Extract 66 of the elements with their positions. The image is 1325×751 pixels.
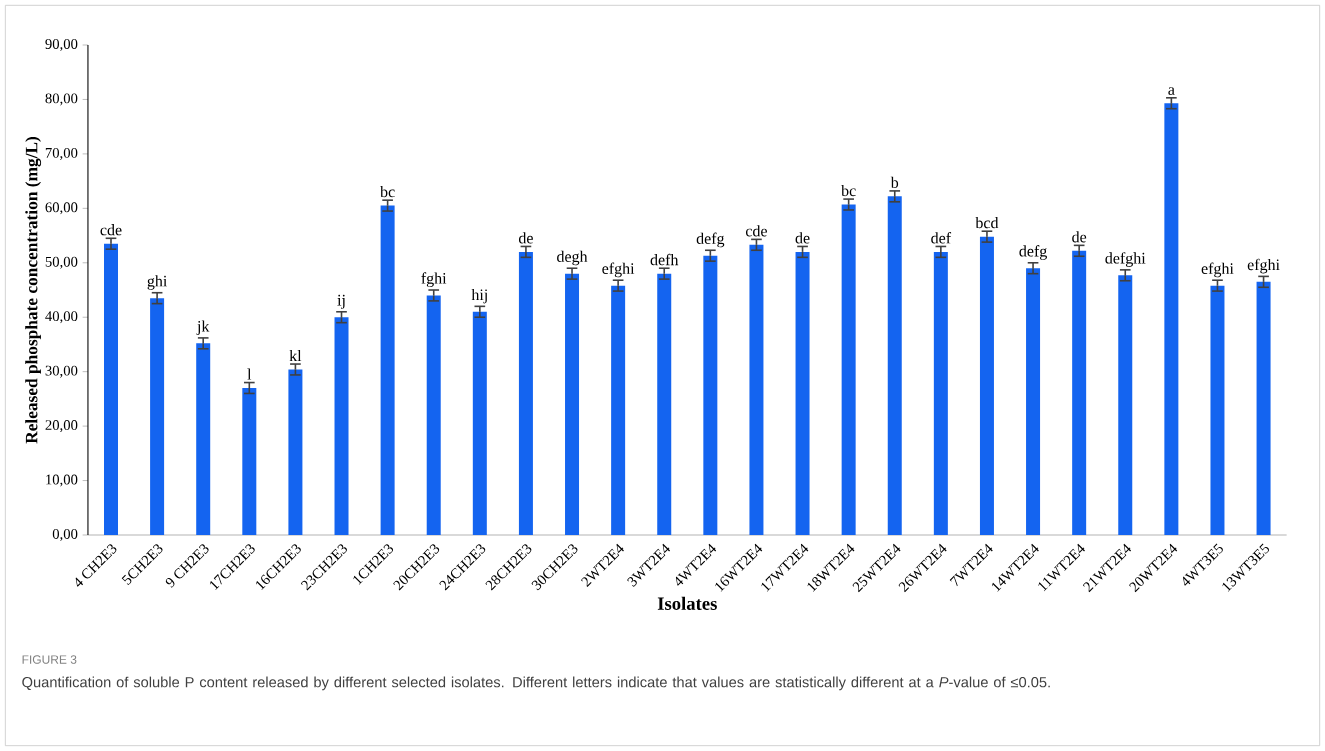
- y-tick-label: 10,00: [46, 474, 78, 487]
- annotation: defg: [696, 232, 725, 248]
- y-tick-label: 0,00: [52, 529, 78, 542]
- x-axis-title: Isolates: [657, 596, 717, 610]
- y-tick-label: 60,00: [45, 202, 78, 215]
- bar: [242, 388, 257, 535]
- bar: [1164, 103, 1179, 535]
- annotation: kl: [289, 350, 302, 362]
- bar: [426, 295, 441, 535]
- bar: [1210, 285, 1225, 535]
- bar: [472, 311, 487, 535]
- bar: [979, 236, 994, 535]
- annotation: degh: [557, 250, 588, 266]
- annotation: def: [931, 232, 952, 244]
- annotation: a: [1168, 87, 1175, 95]
- y-tick-label: 90,00: [45, 39, 78, 52]
- bar: [334, 317, 349, 535]
- bar: [703, 255, 718, 535]
- annotation: defg: [1019, 245, 1047, 260]
- annotation: efghi: [1201, 262, 1234, 278]
- annotation: de: [1072, 231, 1087, 243]
- annotation: jk: [196, 320, 210, 335]
- bar: [1118, 275, 1133, 535]
- y-tick-label: 30,00: [45, 365, 78, 378]
- annotation: ghi: [147, 275, 168, 290]
- annotation: b: [890, 176, 899, 188]
- annotation: cde: [745, 225, 767, 237]
- bar: [657, 273, 672, 535]
- y-tick-label: 20,00: [45, 420, 78, 433]
- y-tick-label: 50,00: [45, 256, 78, 269]
- bar: [611, 285, 626, 535]
- bar: [1026, 268, 1041, 535]
- bar: [1072, 250, 1087, 535]
- bar: [749, 244, 764, 535]
- caption: FIGURE 3: [22, 655, 77, 664]
- bar: [841, 204, 856, 535]
- annotation: cde: [100, 224, 122, 236]
- annotation: bcd: [975, 217, 999, 229]
- y-tick-label: 80,00: [45, 93, 78, 106]
- annotation: bc: [380, 185, 395, 198]
- annotation: hij: [471, 288, 487, 304]
- annotation: defh: [650, 253, 679, 266]
- text: Quantification of soluble P content released by different selected isolates. Different letters indicate that values are statistically different at a P-value of ≤0.05.: [22, 676, 1050, 691]
- bar: [196, 343, 211, 535]
- annotation: de: [795, 232, 810, 244]
- bar: [150, 298, 165, 535]
- bar: [380, 205, 395, 535]
- y-tick-label: 70,00: [45, 147, 78, 160]
- annotation: bc: [841, 184, 856, 197]
- annotation: ij: [337, 294, 345, 309]
- annotation: efghi: [602, 262, 635, 278]
- y-axis-title: Released phosphate concentration (mg/L): [25, 136, 42, 444]
- bar: [933, 251, 948, 535]
- annotation: defghi: [1105, 252, 1146, 267]
- bar: [518, 251, 533, 535]
- bar: [565, 273, 580, 535]
- annotation: l: [247, 368, 252, 380]
- y-tick-label: 40,00: [45, 311, 78, 324]
- bar: [887, 196, 902, 535]
- bar: [795, 251, 810, 535]
- bar: [104, 243, 118, 535]
- bar: [288, 369, 303, 535]
- annotation: de: [518, 232, 533, 244]
- annotation: fghi: [421, 272, 447, 288]
- annotation: efghi: [1247, 258, 1280, 274]
- bar: [1256, 281, 1271, 535]
